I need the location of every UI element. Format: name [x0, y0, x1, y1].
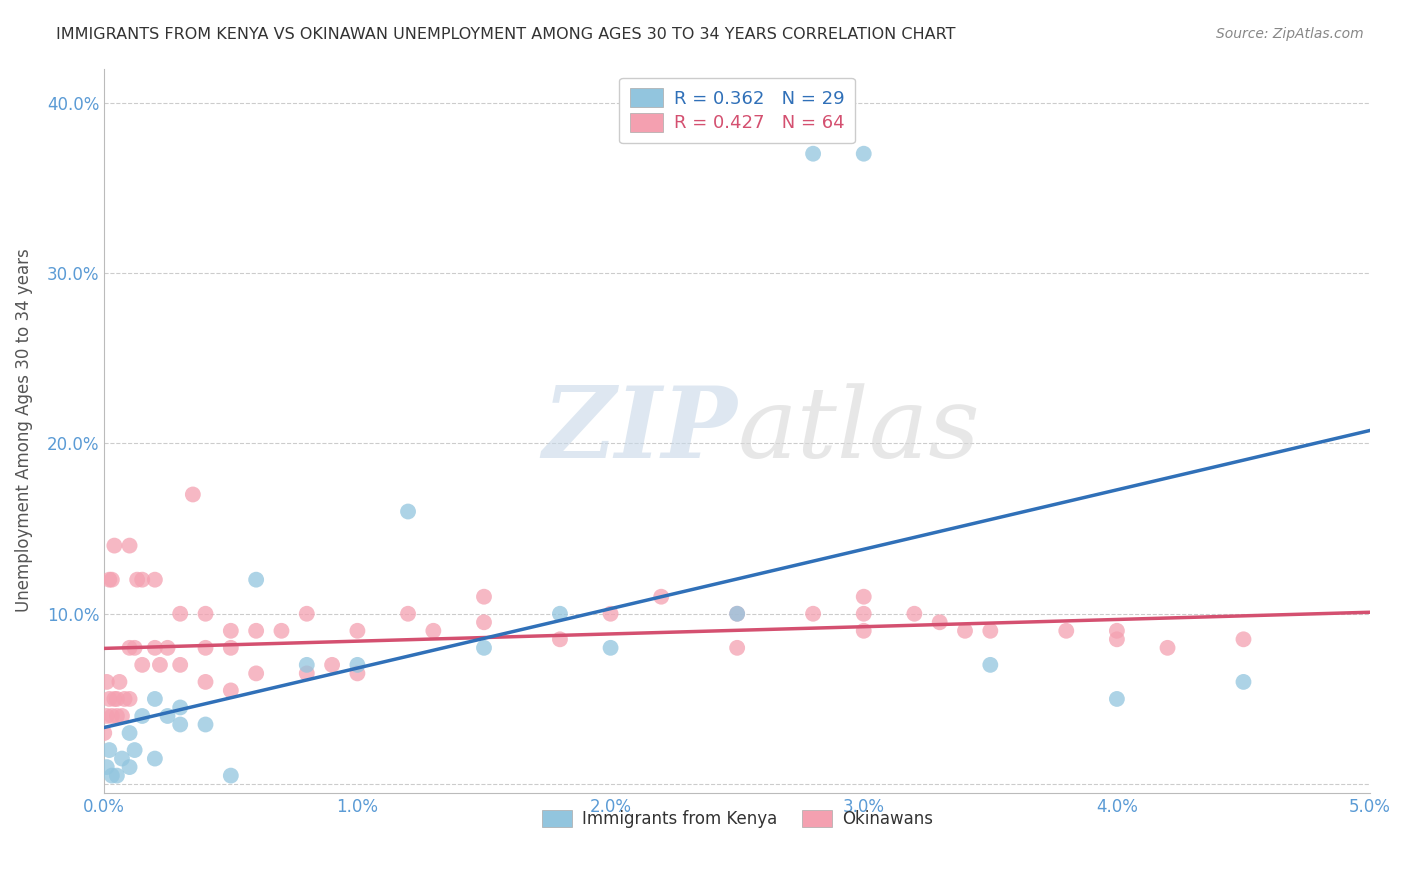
Point [96, 674, 118, 689]
Point [149, 657, 172, 672]
Point [1105, 624, 1128, 638]
Point [169, 607, 191, 621]
Point [295, 657, 318, 672]
Point [118, 692, 141, 706]
Point [472, 640, 495, 655]
Point [396, 607, 419, 621]
Point [801, 146, 824, 161]
Point [93, 726, 115, 740]
Point [96, 760, 118, 774]
Text: IMMIGRANTS FROM KENYA VS OKINAWAN UNEMPLOYMENT AMONG AGES 30 TO 34 YEARS CORRELA: IMMIGRANTS FROM KENYA VS OKINAWAN UNEMPL… [56, 27, 956, 42]
Point [118, 539, 141, 553]
Point [169, 700, 191, 714]
Point [245, 573, 267, 587]
Point [143, 692, 166, 706]
Point [169, 717, 191, 731]
Point [124, 640, 146, 655]
Point [194, 674, 217, 689]
Point [599, 607, 621, 621]
Point [143, 573, 166, 587]
Point [852, 607, 875, 621]
Point [143, 640, 166, 655]
Text: Source: ZipAtlas.com: Source: ZipAtlas.com [1216, 27, 1364, 41]
Point [650, 590, 672, 604]
Point [219, 624, 242, 638]
Point [725, 607, 748, 621]
Point [852, 146, 875, 161]
Point [346, 666, 368, 681]
Y-axis label: Unemployment Among Ages 30 to 34 years: Unemployment Among Ages 30 to 34 years [15, 249, 32, 613]
Point [103, 692, 125, 706]
Point [725, 640, 748, 655]
Point [131, 657, 153, 672]
Point [103, 539, 125, 553]
Point [852, 624, 875, 638]
Point [219, 683, 242, 698]
Point [156, 640, 179, 655]
Point [96, 709, 118, 723]
Point [979, 624, 1001, 638]
Point [801, 607, 824, 621]
Point [928, 615, 950, 630]
Point [321, 657, 343, 672]
Point [131, 709, 153, 723]
Point [98, 692, 121, 706]
Point [219, 640, 242, 655]
Point [1232, 632, 1254, 647]
Point [852, 590, 875, 604]
Point [98, 743, 121, 757]
Point [548, 632, 571, 647]
Point [169, 657, 191, 672]
Point [219, 769, 242, 783]
Legend: Immigrants from Kenya, Okinawans: Immigrants from Kenya, Okinawans [534, 804, 939, 835]
Point [194, 640, 217, 655]
Point [1156, 640, 1178, 655]
Point [118, 640, 141, 655]
Point [346, 657, 368, 672]
Point [346, 624, 368, 638]
Point [1105, 632, 1128, 647]
Point [131, 573, 153, 587]
Point [472, 615, 495, 630]
Point [599, 640, 621, 655]
Point [143, 751, 166, 765]
Point [111, 709, 134, 723]
Point [194, 717, 217, 731]
Point [396, 504, 419, 518]
Point [270, 624, 292, 638]
Point [127, 573, 149, 587]
Point [472, 590, 495, 604]
Point [118, 726, 141, 740]
Point [548, 607, 571, 621]
Point [953, 624, 976, 638]
Point [101, 573, 124, 587]
Point [101, 769, 124, 783]
Point [245, 624, 267, 638]
Point [156, 709, 179, 723]
Text: atlas: atlas [737, 383, 980, 478]
Point [124, 743, 146, 757]
Point [108, 674, 131, 689]
Point [725, 607, 748, 621]
Point [194, 607, 217, 621]
Point [295, 607, 318, 621]
Text: ZIP: ZIP [543, 383, 737, 479]
Point [422, 624, 444, 638]
Point [903, 607, 925, 621]
Point [105, 709, 128, 723]
Point [118, 760, 141, 774]
Point [105, 769, 128, 783]
Point [295, 666, 318, 681]
Point [979, 657, 1001, 672]
Point [105, 692, 128, 706]
Point [1105, 692, 1128, 706]
Point [111, 751, 134, 765]
Point [98, 573, 121, 587]
Point [101, 709, 124, 723]
Point [1054, 624, 1077, 638]
Point [245, 666, 267, 681]
Point [114, 692, 136, 706]
Point [1232, 674, 1254, 689]
Point [181, 487, 204, 501]
